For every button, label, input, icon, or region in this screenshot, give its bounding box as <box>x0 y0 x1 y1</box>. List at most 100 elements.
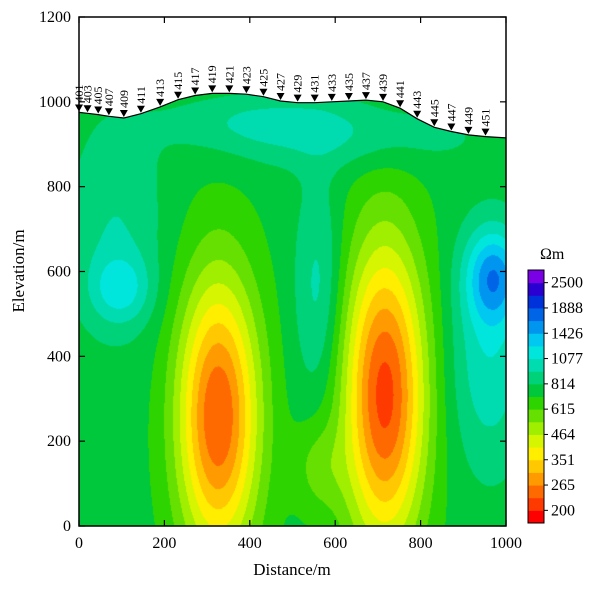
x-tick-label: 600 <box>323 535 347 552</box>
station-marker <box>430 119 439 127</box>
station-marker <box>156 98 165 106</box>
x-axis-title: Distance/m <box>253 560 330 579</box>
station-marker <box>327 93 336 101</box>
station-marker <box>396 100 405 108</box>
colorbar-label: 265 <box>551 477 575 494</box>
axis-ticks: 0 200 400 600 800 1000 0 200 400 600 800 1000 1200 <box>39 9 522 552</box>
colorbar-label: 1888 <box>551 300 583 317</box>
station-marker <box>174 91 183 99</box>
station-marker <box>413 110 422 118</box>
station-label: 415 <box>171 72 185 90</box>
station-marker <box>310 94 319 102</box>
colorbar-swatch <box>528 383 544 397</box>
colorbar-swatch <box>528 447 544 461</box>
station-marker <box>481 128 490 136</box>
colorbar-swatch <box>528 434 544 448</box>
x-tick-label: 200 <box>152 535 176 552</box>
y-tick-label: 400 <box>47 348 71 365</box>
colorbar-swatch <box>528 333 544 347</box>
colorbar-swatch <box>528 409 544 423</box>
station-marker <box>293 94 302 102</box>
station-label: 419 <box>205 65 219 83</box>
x-tick-label: 1000 <box>490 535 522 552</box>
station-label: 421 <box>222 65 236 83</box>
station-marker <box>94 106 103 114</box>
y-tick-label: 1200 <box>39 9 71 26</box>
station-label: 429 <box>291 75 305 93</box>
colorbar-swatch <box>528 485 544 499</box>
station-marker <box>464 126 473 134</box>
station-label: 443 <box>410 91 424 109</box>
station-label: 405 <box>91 87 105 105</box>
colorbar-label: 1077 <box>551 351 583 368</box>
station-marker <box>119 109 128 117</box>
y-tick-label: 200 <box>47 433 71 450</box>
station-label: 451 <box>479 109 493 127</box>
colorbar-swatch <box>528 371 544 385</box>
station-label: 433 <box>325 74 339 92</box>
colorbar-label: 615 <box>551 401 575 418</box>
station-marker <box>379 93 388 101</box>
colorbar-swatch <box>528 396 544 410</box>
station-marker <box>259 88 268 96</box>
station-label: 439 <box>376 74 390 92</box>
colorbar-swatch <box>528 320 544 334</box>
y-axis-title: Elevation/m <box>9 229 28 312</box>
station-marker <box>344 92 353 100</box>
station-marker <box>361 92 370 100</box>
station-label: 403 <box>81 85 95 103</box>
station-marker <box>242 86 251 94</box>
colorbar-swatch <box>528 510 544 524</box>
colorbar-swatch <box>528 295 544 309</box>
x-tick-label: 0 <box>75 535 83 552</box>
y-tick-label: 0 <box>63 518 71 535</box>
colorbar-swatch <box>528 497 544 511</box>
y-tick-label: 1000 <box>39 94 71 111</box>
colorbar-swatch <box>528 421 544 435</box>
station-label: 449 <box>461 107 475 125</box>
colorbar-swatch <box>528 307 544 322</box>
colorbar-swatch <box>528 282 544 296</box>
x-tick-label: 400 <box>238 535 262 552</box>
station-marker <box>191 87 200 95</box>
station-label: 441 <box>393 80 407 98</box>
colorbar-swatch <box>528 345 544 360</box>
x-tick-label: 800 <box>409 535 433 552</box>
station-marker <box>208 85 217 93</box>
station-label: 445 <box>427 99 441 117</box>
colorbar-swatch <box>528 472 544 486</box>
colorbar-label: 200 <box>551 502 575 519</box>
station-label: 425 <box>256 69 270 87</box>
colorbar-label: 2500 <box>551 275 583 292</box>
station-marker <box>136 105 145 113</box>
station-label: 435 <box>342 73 356 91</box>
station-marker <box>276 92 285 100</box>
station-label: 427 <box>274 73 288 91</box>
colorbar-frame <box>527 269 545 524</box>
station-marker <box>83 105 92 113</box>
y-tick-label: 600 <box>47 264 71 281</box>
colorbar: 200 265 351 464 615 814 1077 1426 1888 2500 <box>527 269 583 524</box>
station-label: 407 <box>102 88 116 106</box>
station-label: 411 <box>134 86 148 104</box>
station-label: 417 <box>188 67 202 85</box>
station-label: 409 <box>117 90 131 108</box>
station-label: 447 <box>444 104 458 122</box>
station-marker <box>104 108 113 116</box>
colorbar-label: 814 <box>551 376 575 393</box>
colorbar-unit: Ωm <box>540 246 565 263</box>
colorbar-swatch <box>528 270 544 284</box>
station-label: 413 <box>153 79 167 97</box>
colorbar-swatch <box>528 358 544 372</box>
station-marker <box>447 123 456 131</box>
colorbar-label: 1426 <box>551 325 583 342</box>
colorbar-label: 351 <box>551 452 575 469</box>
topography-line <box>78 92 507 139</box>
station-label: 431 <box>308 75 322 93</box>
colorbar-swatch <box>528 459 544 473</box>
station-label: 423 <box>239 66 253 84</box>
y-tick-label: 800 <box>47 179 71 196</box>
station-marker <box>225 85 234 93</box>
station-label: 437 <box>359 72 373 90</box>
